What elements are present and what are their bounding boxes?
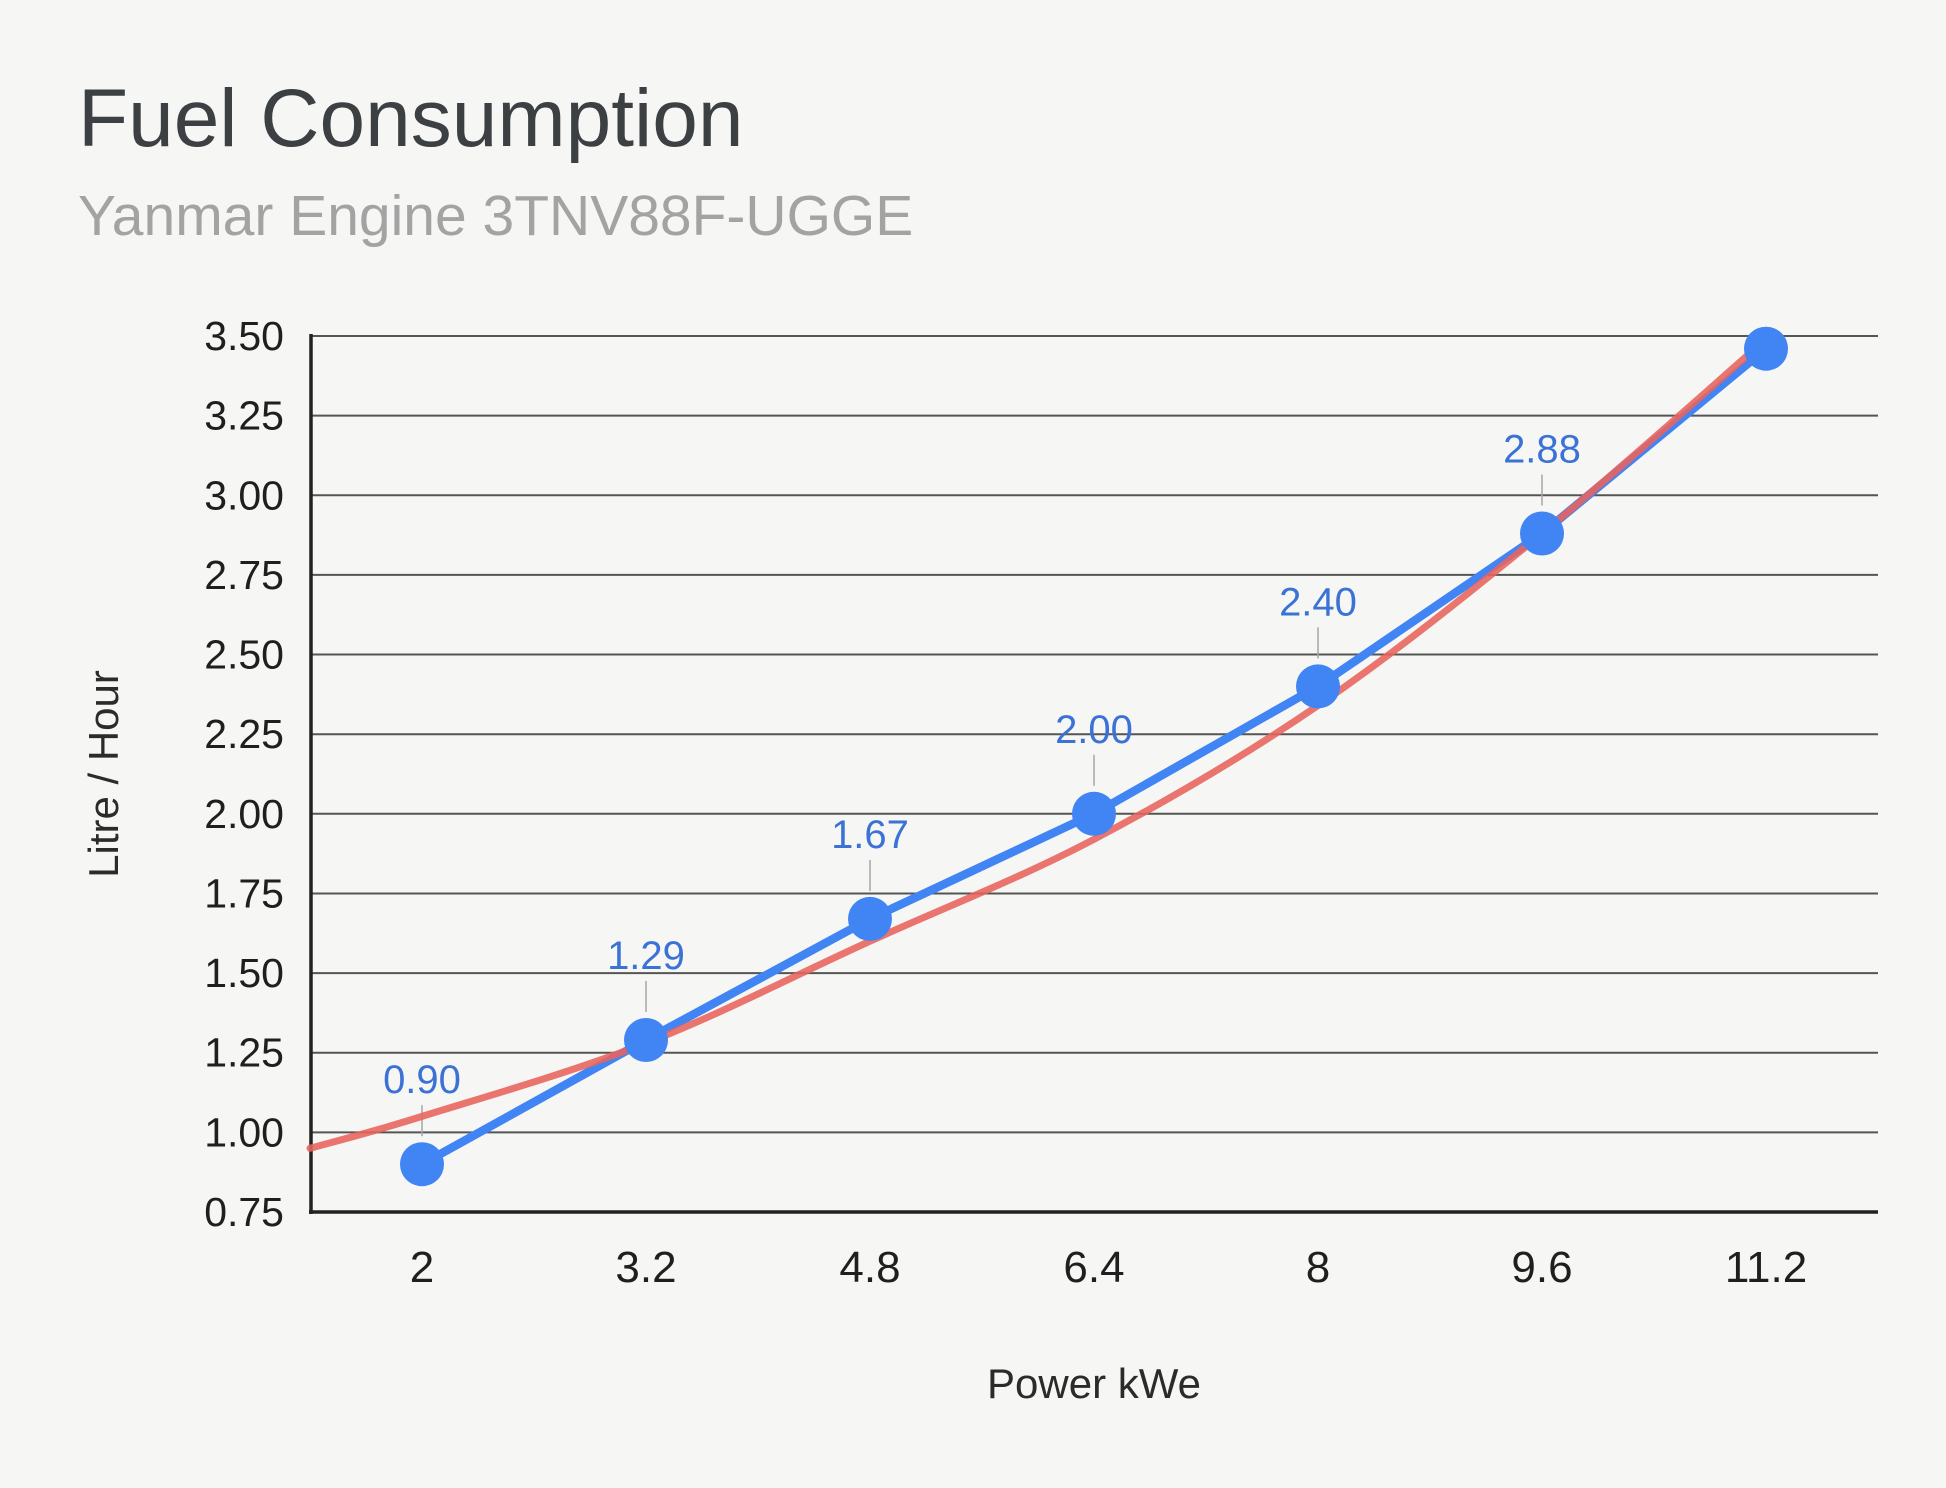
data-point[interactable] — [400, 1142, 444, 1187]
x-tick-label: 8 — [1306, 1243, 1330, 1292]
data-point-label: 1.29 — [607, 934, 685, 978]
y-tick-label: 3.25 — [204, 393, 284, 439]
x-tick-label: 2 — [410, 1243, 434, 1292]
data-point-label: 2.88 — [1503, 428, 1581, 472]
y-tick-label: 2.75 — [204, 552, 284, 598]
x-axis-title: Power kWe — [987, 1360, 1201, 1407]
x-tick-label: 6.4 — [1063, 1243, 1124, 1292]
y-tick-label: 2.50 — [204, 632, 284, 678]
data-point[interactable] — [624, 1018, 668, 1062]
y-tick-label: 2.00 — [204, 791, 284, 837]
y-tick-label: 3.00 — [204, 472, 284, 518]
data-point-label: 1.67 — [831, 813, 909, 857]
data-point[interactable] — [1072, 791, 1116, 836]
y-tick-label: 0.75 — [204, 1189, 284, 1235]
y-tick-label: 1.00 — [204, 1109, 284, 1155]
x-tick-label: 3.2 — [615, 1243, 676, 1292]
y-tick-label: 1.75 — [204, 871, 284, 917]
data-point-label: 0.90 — [383, 1058, 461, 1102]
x-tick-label: 4.8 — [839, 1243, 900, 1292]
data-point-label: 2.40 — [1279, 580, 1357, 624]
y-tick-label: 1.50 — [204, 950, 284, 996]
chart-title: Fuel Consumption — [78, 73, 744, 164]
x-tick-label: 11.2 — [1725, 1243, 1807, 1292]
data-point[interactable] — [1520, 511, 1564, 556]
y-tick-label: 1.25 — [204, 1030, 284, 1076]
chart-subtitle: Yanmar Engine 3TNV88F-UGGE — [78, 184, 914, 248]
y-tick-label: 2.25 — [204, 711, 284, 757]
data-point[interactable] — [1744, 326, 1788, 371]
data-point[interactable] — [1296, 664, 1340, 709]
data-point-label: 2.00 — [1055, 708, 1133, 752]
x-tick-label: 9.6 — [1511, 1243, 1572, 1292]
y-tick-label: 3.50 — [204, 313, 284, 359]
data-point[interactable] — [848, 896, 892, 941]
